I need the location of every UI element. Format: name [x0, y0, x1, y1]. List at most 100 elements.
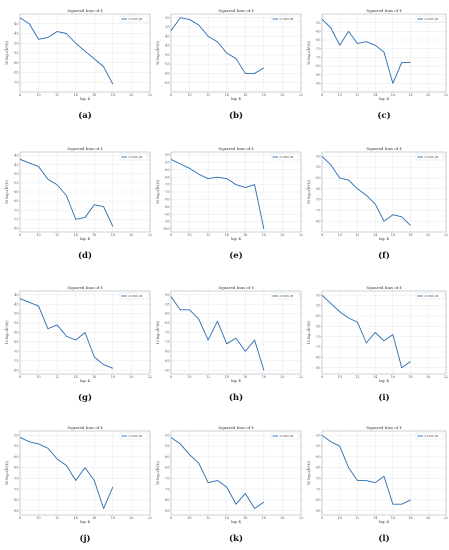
chart-title: Squared bias of ẑ [218, 425, 253, 430]
series-line [19, 17, 114, 85]
y-tick-label: -70 [315, 335, 320, 339]
panel-caption: (h) [229, 392, 243, 403]
x-tick-label: 18 [111, 93, 115, 97]
y-tick-label: -65 [164, 175, 169, 179]
legend-box [415, 15, 445, 23]
panel-caption: (e) [229, 250, 242, 261]
x-tick-label: 8 [19, 93, 21, 97]
chart-panel: 8 10 12 14 16 18 20 22 -50 -55 -60 -65 -70 -75 -80 -85 S… [155, 425, 303, 544]
x-tick-label: 22 [299, 516, 303, 520]
y-tick-label: -45 [13, 32, 18, 36]
x-axis-label: log₂ K [80, 97, 91, 101]
chart-title: Squared bias of ẑ [67, 285, 102, 290]
y-tick-label: -70 [315, 198, 320, 202]
x-tick-label: 22 [444, 233, 448, 237]
y-tick-label: -50 [13, 172, 18, 176]
panel-caption: (d) [78, 250, 92, 261]
legend-label: d=XXX dB [425, 17, 439, 21]
y-tick-label: -70 [13, 476, 18, 480]
y-tick-label: -70 [13, 80, 18, 84]
y-tick-label: -65 [315, 38, 320, 42]
y-tick-label: -60 [315, 176, 320, 180]
panel-caption: (i) [378, 392, 389, 403]
legend-label: d=XXX dB [425, 294, 439, 298]
x-tick-label: 12 [206, 233, 210, 237]
chart-panel: 8 10 12 14 16 18 20 22 -30 -35 -40 -45 -50 -55 -60 -65 S… [155, 8, 303, 121]
chart-title: Squared bias of ẑ [218, 285, 253, 290]
x-tick-label: 10 [188, 516, 192, 520]
legend-box [270, 153, 300, 161]
x-tick-label: 10 [188, 375, 192, 379]
x-tick-label: 22 [148, 93, 152, 97]
x-tick-label: 14 [74, 375, 78, 379]
y-tick-label: -60 [13, 190, 18, 194]
y-tick-label: -55 [164, 62, 169, 66]
y-tick-label: -90 [164, 212, 169, 216]
y-tick-label: -55 [13, 181, 18, 185]
x-tick-label: 22 [444, 516, 448, 520]
legend-box [270, 15, 300, 23]
x-tick-label: 18 [262, 375, 266, 379]
x-tick-label: 14 [373, 516, 377, 520]
chart-title: Squared bias of ẑ [366, 146, 401, 151]
y-tick-label: -50 [164, 433, 169, 437]
x-tick-label: 22 [299, 93, 303, 97]
x-tick-label: 18 [409, 375, 413, 379]
y-tick-label: -40 [13, 293, 18, 297]
y-tick-label: -80 [315, 498, 320, 502]
x-tick-label: 16 [243, 516, 247, 520]
plot-frame [19, 151, 151, 233]
plot-frame [170, 13, 302, 93]
legend-box [415, 432, 445, 440]
chart-panel: 8 10 12 14 16 18 20 22 -50 -55 -60 -65 -70 -75 -80 -85 S… [4, 425, 152, 544]
x-tick-label: 16 [391, 516, 395, 520]
y-tick-label: -35 [164, 25, 169, 29]
panel-caption: (g) [78, 392, 92, 403]
chart-title: Squared bias of ẑ [67, 425, 102, 430]
legend-label: d=XXX dB [129, 17, 143, 21]
y-tick-label: -75 [315, 208, 320, 212]
chart-panel: 8 10 12 14 16 18 20 22 -50 -55 -60 -65 -70 -75 -80 -85 S… [306, 285, 448, 403]
plot-frame [19, 430, 151, 516]
series-line [19, 298, 114, 369]
y-tick-label: -70 [13, 208, 18, 212]
y-tick-label: -65 [315, 187, 320, 191]
plot-frame [19, 290, 151, 375]
series-line [170, 159, 265, 230]
plot-frame [321, 430, 447, 516]
y-tick-label: -85 [13, 509, 18, 513]
y-tick-label: -55 [164, 160, 169, 164]
y-tick-label: -55 [315, 444, 320, 448]
series-line [19, 158, 114, 227]
x-tick-label: 22 [148, 516, 152, 520]
y-tick-label: -60 [315, 29, 320, 33]
y-axis-label: 10 log₁₀(b̂²(ẑ)) [155, 40, 160, 65]
y-tick-label: -50 [315, 433, 320, 437]
y-tick-label: -55 [315, 304, 320, 308]
y-tick-label: -70 [164, 183, 169, 187]
y-tick-label: -80 [315, 219, 320, 223]
x-axis-label: log₂ K [80, 237, 91, 241]
y-tick-label: -100 [162, 227, 169, 231]
y-tick-label: -75 [164, 190, 169, 194]
y-tick-label: -50 [13, 433, 18, 437]
y-tick-label: -65 [164, 321, 169, 325]
x-tick-label: 10 [37, 516, 41, 520]
y-tick-label: -55 [315, 165, 320, 169]
x-tick-label: 10 [188, 233, 192, 237]
y-tick-label: -50 [164, 293, 169, 297]
series-line [19, 437, 114, 509]
legend-label: d=XXX dB [280, 17, 294, 21]
x-tick-label: 18 [409, 93, 413, 97]
x-tick-label: 18 [111, 375, 115, 379]
x-tick-label: 20 [280, 93, 284, 97]
x-axis-label: log₂ K [231, 237, 242, 241]
x-tick-label: 8 [19, 516, 21, 520]
chart-panel: 8 10 12 14 16 18 20 22 -50 -55 -60 -65 -70 -75 -80 -85 -… [155, 146, 303, 261]
y-tick-label: -90 [315, 81, 320, 85]
series-line [321, 294, 411, 369]
y-tick-label: -80 [13, 498, 18, 502]
y-axis-label: 10 log₁₀(b̂²(ẑ)) [155, 460, 160, 485]
y-tick-label: -45 [164, 44, 169, 48]
x-tick-label: 10 [338, 375, 342, 379]
